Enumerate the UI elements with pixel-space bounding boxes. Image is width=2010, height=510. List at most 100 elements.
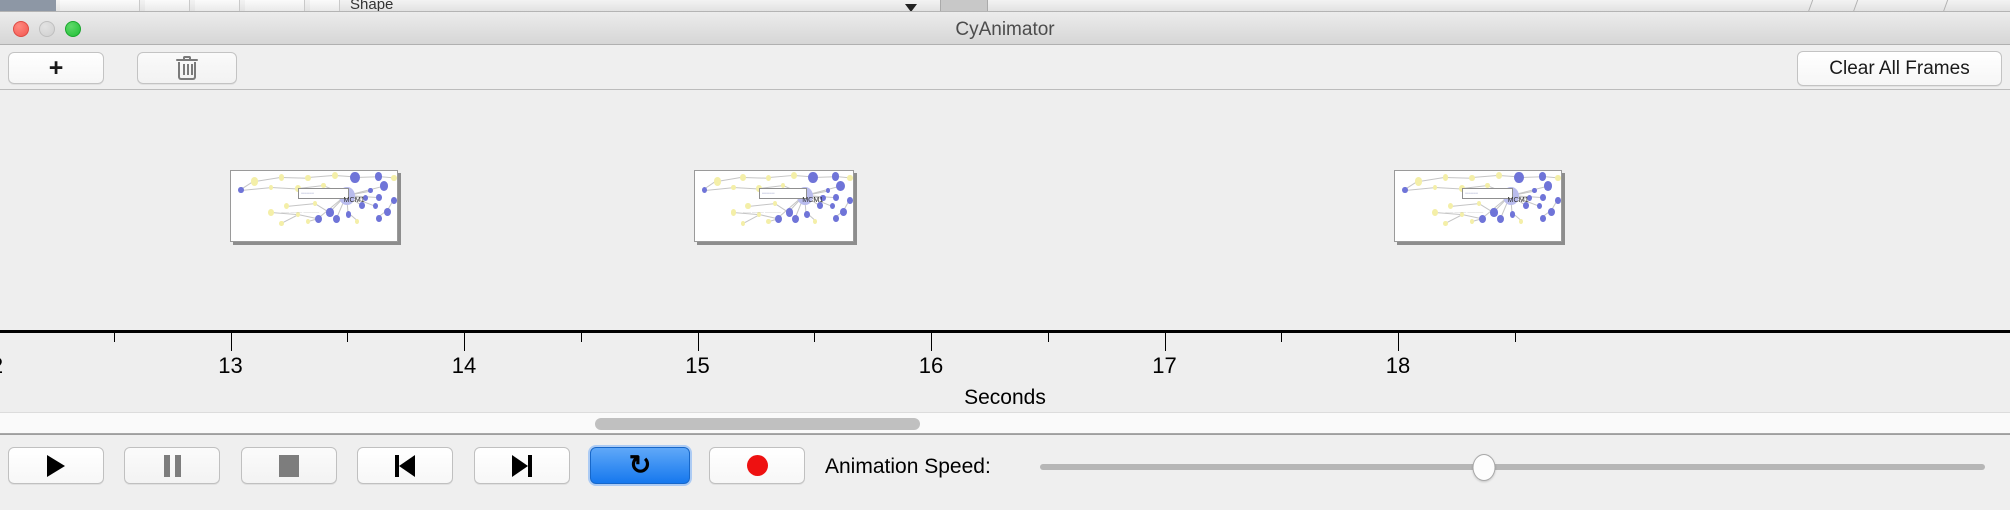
network-node [756, 185, 762, 193]
network-edge [241, 186, 272, 191]
network-node [332, 172, 339, 180]
stop-icon [279, 454, 299, 477]
network-callout-box: •••••••••••• [759, 187, 807, 200]
network-node [1526, 194, 1533, 202]
network-node [1469, 174, 1476, 182]
network-node [1532, 188, 1537, 194]
play-button[interactable] [8, 447, 104, 484]
zoom-button[interactable] [65, 21, 81, 37]
background-window-strip: Shape [0, 0, 2010, 12]
network-node [756, 212, 762, 218]
network-node [713, 177, 722, 186]
background-tab [60, 0, 140, 11]
network-node [740, 220, 746, 226]
network-node [774, 214, 782, 224]
ruler-tick-minor [1281, 333, 1283, 342]
network-node [820, 194, 826, 202]
timeline-frame-thumbnail[interactable]: •••••••••••• MCM1 —— ——— ———— [1394, 170, 1562, 242]
network-node [1433, 184, 1438, 190]
network-node [391, 174, 397, 182]
network-edge [704, 186, 734, 191]
network-node [305, 174, 312, 182]
network-node [368, 188, 373, 194]
network-node [701, 186, 708, 194]
network-thumbnail-graph: •••••••••••• MCM1 —— ——— ———— [695, 171, 853, 241]
network-node [812, 219, 818, 225]
animation-speed-thumb[interactable] [1472, 454, 1496, 481]
background-divider [1807, 0, 1814, 11]
clear-all-frames-label: Clear All Frames [1829, 57, 1970, 79]
add-frame-button[interactable]: + [8, 52, 104, 84]
ruler-tick-minor [113, 333, 115, 342]
network-node [1555, 196, 1561, 204]
network-node [391, 196, 397, 204]
title-bar: CyAnimator [0, 12, 2010, 45]
pause-icon [163, 454, 181, 477]
ruler-tick-minor [580, 333, 582, 342]
play-icon [47, 454, 65, 477]
network-edge [1435, 186, 1463, 190]
network-node [350, 171, 361, 184]
network-node [785, 208, 794, 217]
network-node [836, 181, 845, 192]
loop-button[interactable]: ↻ [590, 447, 690, 484]
network-edge [1472, 175, 1500, 179]
network-node [1514, 171, 1525, 184]
network-node [1414, 177, 1423, 186]
animation-speed-slider[interactable] [1040, 454, 1985, 481]
network-thumbnail-graph: •••••••••••• MCM1 —— ——— ———— [231, 171, 397, 241]
skip-forward-button[interactable] [474, 447, 570, 484]
network-node [1509, 211, 1516, 218]
network-node [1490, 208, 1498, 217]
network-node [333, 214, 341, 224]
background-block [940, 0, 988, 11]
ruler-tick-minor [347, 333, 349, 342]
network-node [1485, 183, 1490, 189]
scrollbar-thumb[interactable] [595, 418, 920, 430]
network-callout-box: •••••••••••• [1462, 187, 1513, 200]
close-button[interactable] [13, 21, 29, 37]
network-node [847, 174, 853, 182]
network-node [772, 200, 778, 206]
ruler-tick-major [464, 333, 465, 351]
window-title: CyAnimator [955, 19, 1055, 40]
horizontal-scrollbar[interactable] [0, 412, 2010, 434]
network-node [840, 207, 848, 217]
network-node [1555, 174, 1561, 182]
network-node [296, 212, 301, 218]
playback-control-bar: ↻ Animation Speed: [0, 434, 2010, 510]
timeline-frame-thumbnail[interactable]: •••••••••••• MCM1 —— ——— ———— [694, 170, 854, 242]
timeline-ruler: 2 13 14 15 16 17 18 Seconds [0, 330, 2010, 412]
network-node [250, 177, 259, 186]
network-node [306, 219, 311, 225]
ruler-tick-label: 18 [1385, 353, 1411, 378]
background-tab [245, 0, 305, 11]
network-edge [1418, 176, 1446, 183]
network-node [279, 220, 284, 226]
skip-back-button[interactable] [357, 447, 453, 484]
network-node [326, 208, 334, 217]
network-node [792, 214, 800, 224]
network-node [730, 209, 737, 216]
ruler-tick-label: 17 [1152, 353, 1177, 378]
timeline-frame-thumbnail[interactable]: •••••••••••• MCM1 —— ——— ———— [230, 170, 398, 242]
network-node [362, 194, 369, 202]
network-node [359, 201, 365, 209]
ruler-tick-minor [1047, 333, 1049, 342]
record-button[interactable] [709, 447, 805, 484]
timeline-canvas[interactable]: •••••••••••• MCM1 —— ——— ———— •••••••••••• M… [0, 90, 2010, 412]
clear-all-frames-button[interactable]: Clear All Frames [1797, 51, 2002, 86]
network-hub-label: MCM1 [802, 194, 824, 204]
network-node [1447, 202, 1454, 210]
ruler-tick-major [230, 333, 232, 351]
minimize-button[interactable] [39, 21, 55, 37]
network-node [791, 172, 798, 180]
network-node [765, 174, 772, 182]
delete-frame-button[interactable] [137, 52, 237, 84]
network-node [345, 211, 352, 218]
network-node [731, 184, 736, 190]
network-node [766, 219, 771, 225]
network-edge [1450, 202, 1480, 207]
network-node [825, 188, 830, 194]
